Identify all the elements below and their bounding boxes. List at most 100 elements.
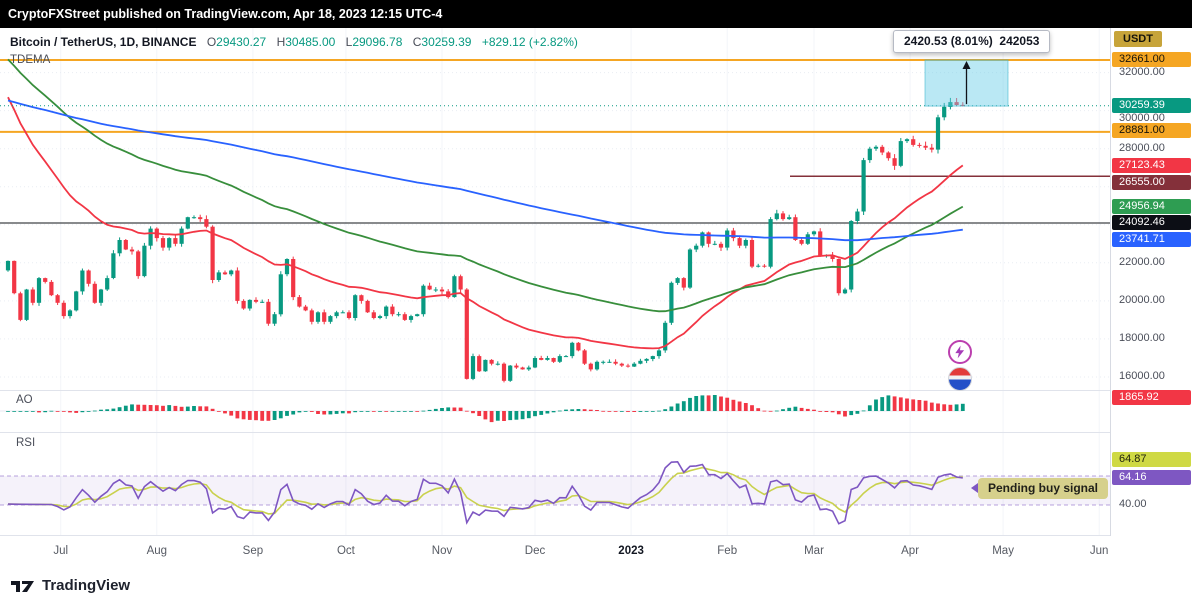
ao-histogram[interactable] (6, 395, 965, 423)
candle (836, 258, 841, 296)
candle (80, 268, 85, 295)
arrow-up-icon (962, 61, 971, 69)
candle (526, 365, 531, 371)
candle (297, 295, 302, 308)
pointer-arrow-icon (971, 483, 978, 493)
candle (12, 260, 17, 295)
candle (700, 231, 705, 248)
candle (712, 240, 717, 246)
price-axis-label: 27123.43 (1112, 158, 1191, 173)
candle (718, 241, 724, 251)
tradingview-logo[interactable]: TradingView (10, 577, 130, 594)
candle (768, 217, 773, 269)
candle (322, 309, 327, 325)
candle (532, 356, 538, 369)
indicator-tdema-label[interactable]: TDEMA (10, 54, 51, 66)
candle (898, 138, 903, 168)
price-range-measurement[interactable] (924, 59, 1009, 107)
lightning-icon[interactable] (948, 340, 972, 364)
candles-layer (5, 97, 965, 383)
candle (415, 313, 420, 317)
candle (111, 250, 116, 280)
time-axis[interactable]: Jul Aug Sep Oct Nov Dec 2023 Feb Mar Apr May Jun (0, 536, 1110, 568)
price-axis-label: 16000.00 (1119, 370, 1165, 382)
price-axis-label: 28881.00 (1112, 123, 1191, 138)
candle (136, 249, 141, 279)
candle (551, 357, 556, 363)
candle (799, 238, 804, 246)
price-axis-label: 30259.39 (1112, 98, 1191, 113)
low-label: L (345, 35, 353, 49)
candle (545, 355, 550, 361)
candle (402, 312, 407, 321)
currency-button[interactable]: USDT (1114, 31, 1162, 47)
candle (346, 310, 352, 320)
tradingview-logo-icon (11, 580, 34, 592)
candle (210, 225, 215, 284)
candle (421, 284, 426, 317)
candle (873, 145, 879, 151)
candle (359, 294, 364, 304)
candle (179, 226, 184, 247)
candle (291, 256, 296, 301)
candle (105, 275, 110, 291)
candle (198, 214, 203, 222)
tdema-slow-line[interactable] (7, 99, 963, 242)
time-axis-label: Sep (242, 545, 264, 557)
candle (241, 299, 246, 310)
candle (222, 270, 228, 275)
chart-area[interactable]: Bitcoin / TetherUS, 1D, BINANCE O29430.2… (0, 28, 1192, 568)
candle (74, 290, 79, 312)
candle (811, 230, 817, 237)
candle (390, 304, 395, 317)
time-axis-label: Nov (431, 545, 453, 557)
tdema-mid-line[interactable] (7, 58, 964, 313)
candle (588, 362, 593, 372)
candle (508, 365, 513, 382)
candle (706, 231, 711, 248)
price-axis-label: 32000.00 (1119, 66, 1165, 78)
candle (167, 237, 172, 251)
attribution-text: CryptoFXStreet published on TradingView.… (8, 7, 443, 21)
candle (433, 287, 438, 293)
candle (266, 299, 271, 326)
price-chart-canvas[interactable] (0, 28, 1110, 536)
candle (669, 281, 674, 325)
time-axis-label: Dec (524, 545, 546, 557)
candle (935, 114, 941, 154)
candle (371, 310, 376, 320)
candle (594, 360, 600, 371)
ao-indicator-label[interactable]: AO (16, 394, 33, 406)
candle (260, 299, 265, 303)
candle (185, 216, 190, 230)
price-axis[interactable]: USDT 32661.00 32000.00 30259.39 30000.00 288… (1110, 28, 1192, 536)
rsi-indicator-label[interactable]: RSI (16, 437, 36, 449)
candle (514, 363, 519, 369)
candle (632, 362, 637, 367)
candle (923, 141, 928, 150)
candle (55, 294, 60, 305)
candle (656, 348, 662, 359)
candle (384, 305, 389, 319)
candle (762, 264, 767, 268)
rsi-line[interactable] (7, 460, 963, 525)
candle (687, 248, 693, 289)
candle (638, 358, 643, 365)
tdema-fast-line[interactable] (7, 96, 964, 350)
candle (861, 157, 866, 215)
candle (911, 135, 916, 147)
stripes-icon[interactable] (948, 367, 972, 391)
candle (117, 237, 122, 257)
candle (756, 263, 761, 268)
price-axis-label: 32661.00 (1112, 52, 1191, 67)
candle (787, 214, 792, 220)
candle (886, 151, 891, 161)
symbol-title[interactable]: Bitcoin / TetherUS, 1D, BINANCE (10, 35, 197, 49)
candle (954, 98, 959, 106)
candle (142, 242, 147, 278)
rsi-band (0, 476, 1110, 505)
candle (601, 360, 606, 365)
lightning-glyph (955, 345, 965, 359)
candle (377, 314, 383, 320)
candle (123, 239, 128, 251)
